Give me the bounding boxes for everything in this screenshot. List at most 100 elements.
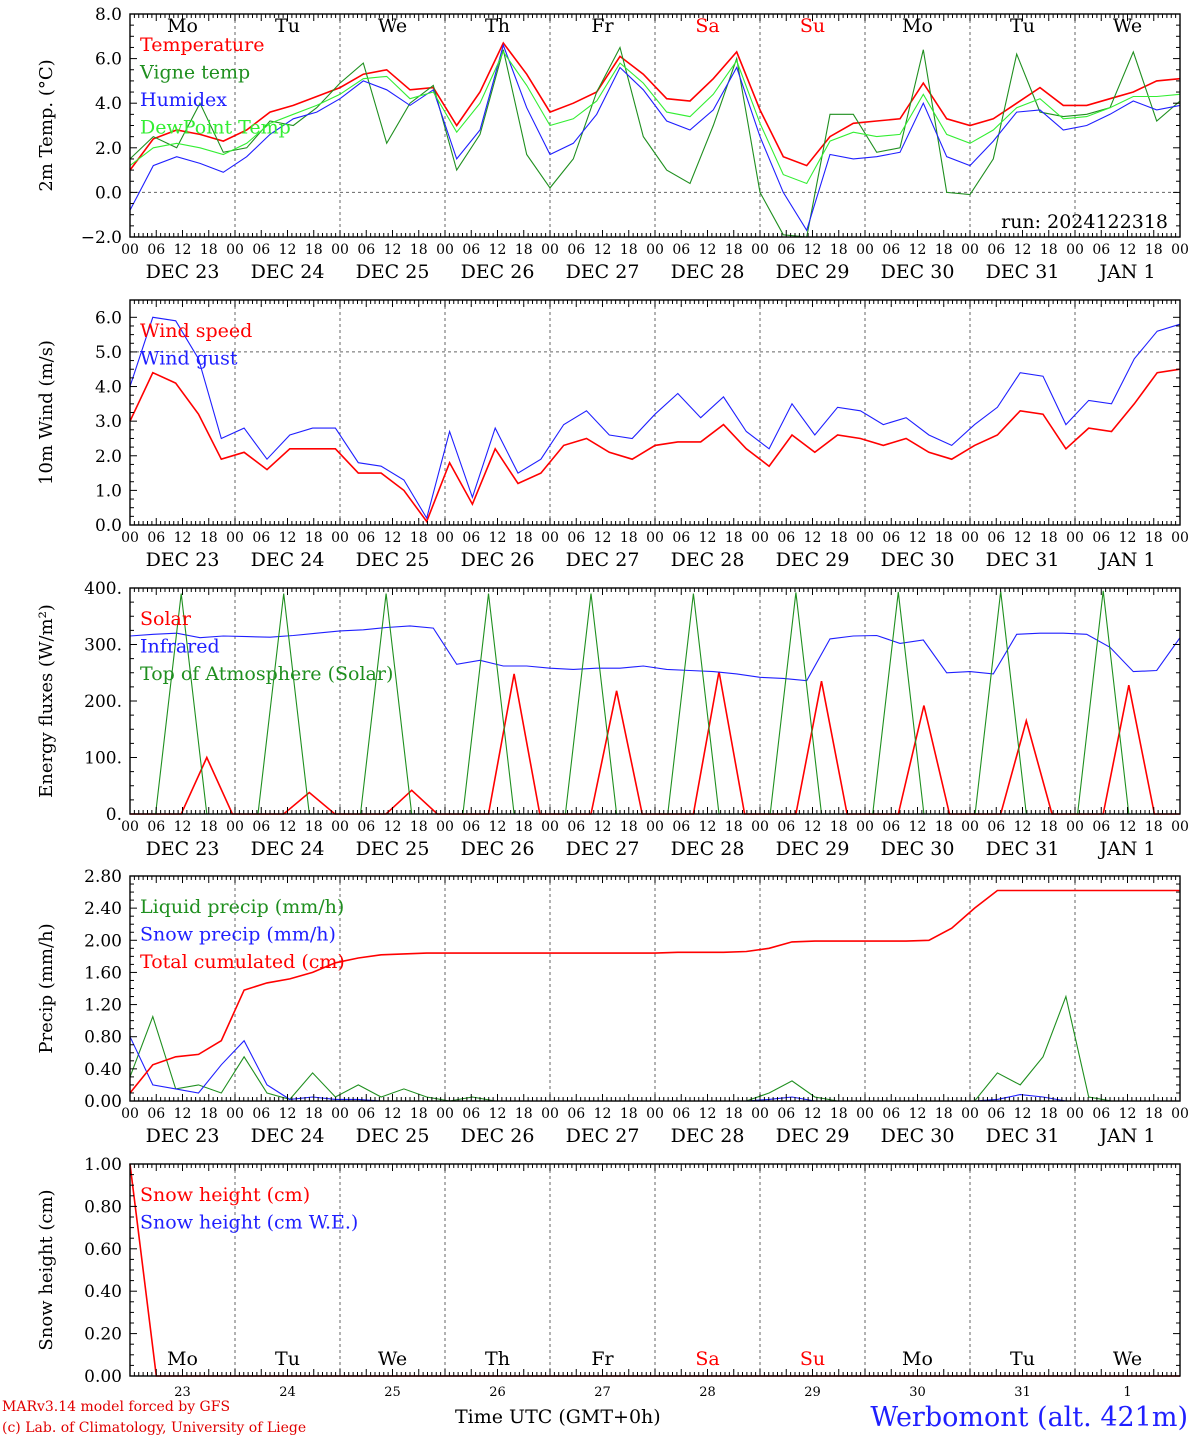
hour-label: 18 (725, 819, 743, 835)
y-tick-label: 0.20 (84, 1325, 122, 1345)
hour-label: 18 (200, 530, 218, 546)
hour-label: 06 (672, 530, 690, 546)
hour-label: 00 (541, 1106, 559, 1122)
bottom-date-label: 27 (594, 1385, 611, 1400)
y-tick-label: 0.60 (84, 1240, 122, 1260)
hour-label: 00 (751, 819, 769, 835)
y-tick-label: 100. (84, 749, 122, 769)
hour-label: 18 (200, 242, 218, 258)
date-label: DEC 29 (776, 261, 850, 283)
lab-credit: (c) Lab. of Climatology, University of L… (2, 1420, 307, 1436)
hour-label: 12 (1119, 242, 1137, 258)
date-label: DEC 29 (776, 838, 850, 860)
y-tick-label: 2.0 (95, 139, 122, 159)
bottom-date-label: 30 (909, 1385, 926, 1400)
hour-label: 00 (1066, 242, 1084, 258)
day-label: Tu (1010, 1348, 1035, 1370)
hour-label: 00 (331, 530, 349, 546)
hour-label: 00 (1171, 819, 1189, 835)
day-label: Su (800, 1348, 825, 1370)
date-label: DEC 26 (461, 1125, 535, 1147)
date-label: DEC 31 (986, 549, 1060, 571)
hour-label: 00 (121, 819, 139, 835)
y-tick-label: 8.0 (95, 5, 122, 25)
hour-label: 06 (672, 1106, 690, 1122)
hour-label: 12 (594, 819, 612, 835)
hour-label: 06 (147, 1106, 165, 1122)
hour-label: 18 (200, 819, 218, 835)
hour-label: 18 (1040, 819, 1058, 835)
day-label: Fr (591, 15, 614, 37)
hour-label: 12 (804, 530, 822, 546)
hour-label: 12 (384, 1106, 402, 1122)
date-label: DEC 31 (986, 838, 1060, 860)
day-label: Tu (275, 1348, 300, 1370)
hour-label: 00 (1171, 530, 1189, 546)
hour-label: 00 (436, 1106, 454, 1122)
legend-entry: Solar (140, 608, 192, 630)
y-tick-label: 1.0 (95, 481, 122, 501)
y-tick-label: 2.0 (95, 447, 122, 467)
date-label: DEC 30 (881, 838, 955, 860)
panel-precip: 0.00 0.40 0.80 1.20 1.60 2.00 2.40 2.80 Precip (… (36, 867, 1189, 1147)
hour-label: 06 (1092, 530, 1110, 546)
hour-label: 12 (279, 819, 297, 835)
hour-label: 00 (331, 819, 349, 835)
hour-label: 12 (174, 242, 192, 258)
series-wind-speed (129, 368, 1181, 524)
date-label: DEC 29 (776, 1125, 850, 1147)
date-label: JAN 1 (1097, 838, 1155, 860)
y-tick-label: 0.00 (84, 1367, 122, 1387)
y-tick-label: 0.80 (84, 1197, 122, 1217)
y-axis-label: 2m Temp. (°C) (36, 59, 57, 191)
series-vigne-temp (129, 45, 1181, 238)
legend-entry: Wind speed (140, 320, 252, 342)
date-label: DEC 30 (881, 549, 955, 571)
station-name: Werbomont (alt. 421m) (870, 1402, 1188, 1433)
hour-label: 06 (357, 819, 375, 835)
y-tick-label: 0. (106, 805, 122, 825)
legend-entry: Wind gust (140, 348, 238, 370)
hour-label: 06 (777, 242, 795, 258)
date-label: DEC 25 (356, 1125, 430, 1147)
hour-label: 12 (489, 242, 507, 258)
bottom-date-label: 1 (1123, 1385, 1131, 1400)
hour-label: 18 (1040, 242, 1058, 258)
hour-label: 00 (331, 1106, 349, 1122)
hour-label: 12 (489, 819, 507, 835)
bottom-date-label: 31 (1014, 1385, 1031, 1400)
series-temperature (129, 41, 1181, 171)
hour-label: 00 (541, 242, 559, 258)
date-label: DEC 27 (566, 261, 640, 283)
day-label: We (1113, 15, 1142, 37)
hour-label: 12 (1014, 242, 1032, 258)
date-label: DEC 31 (986, 261, 1060, 283)
hour-label: 12 (909, 530, 927, 546)
date-label: DEC 28 (671, 261, 745, 283)
hour-label: 06 (987, 242, 1005, 258)
bottom-date-label: 29 (804, 1385, 821, 1400)
hour-label: 18 (620, 1106, 638, 1122)
hour-label: 06 (987, 1106, 1005, 1122)
hour-label: 18 (1040, 530, 1058, 546)
day-label: Mo (902, 1348, 933, 1370)
hour-label: 18 (620, 242, 638, 258)
day-label: Th (485, 1348, 510, 1370)
hour-label: 18 (620, 819, 638, 835)
hour-label: 12 (279, 530, 297, 546)
hour-label: 12 (804, 242, 822, 258)
legend-entry: DewPoint Temp (140, 117, 291, 139)
hour-label: 18 (1145, 819, 1163, 835)
hour-label: 12 (699, 819, 717, 835)
hour-label: 06 (987, 819, 1005, 835)
date-label: DEC 30 (881, 261, 955, 283)
hour-label: 00 (226, 530, 244, 546)
date-label: DEC 26 (461, 549, 535, 571)
hour-label: 00 (856, 819, 874, 835)
y-tick-label: −2.0 (81, 228, 122, 248)
hour-label: 18 (1145, 1106, 1163, 1122)
y-axis-label: Energy fluxes (W/m²) (36, 604, 57, 798)
y-tick-label: 3.0 (95, 412, 122, 432)
y-tick-label: 0.40 (84, 1282, 122, 1302)
hour-label: 12 (909, 242, 927, 258)
